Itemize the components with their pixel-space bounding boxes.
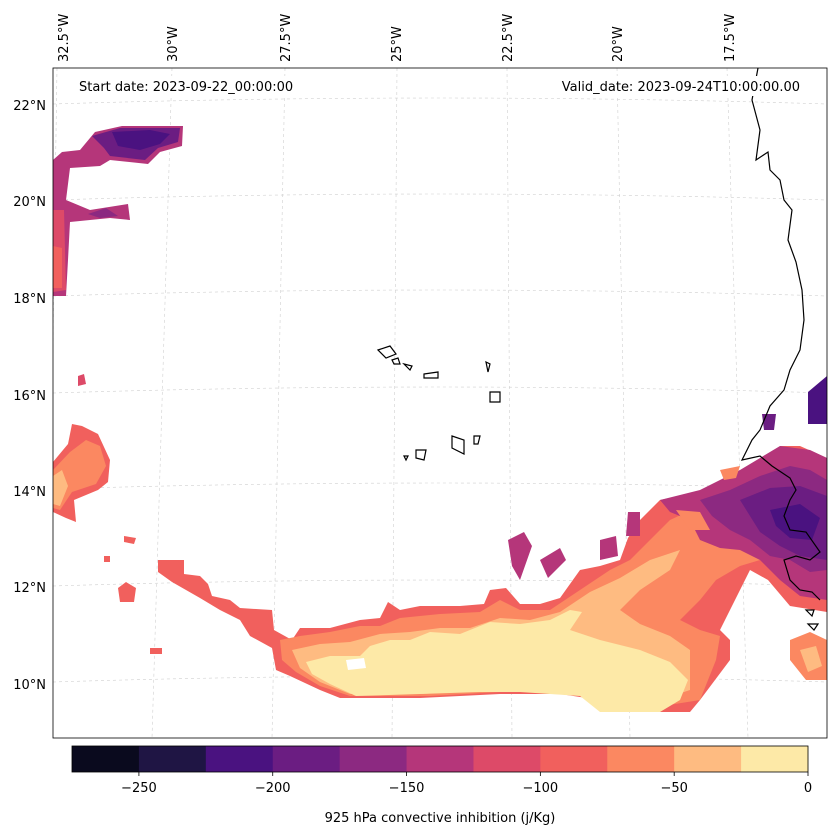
cin-contours-east (508, 376, 827, 680)
contour-nw-strip-lighter (53, 246, 62, 288)
colorbar-swatch (406, 746, 474, 772)
island-sao-vicente (391, 357, 401, 365)
lon-label: 25°W (390, 26, 405, 62)
start-date-label: Start date: 2023-09-22_00:00:00 (79, 80, 293, 95)
contour-east-dark (770, 504, 820, 540)
meridian-27-5w (271, 68, 286, 738)
africa-coast (740, 68, 821, 601)
island-sal (485, 360, 491, 373)
cin-contours-northwest (53, 126, 183, 296)
cin-contours-west (53, 374, 110, 522)
contour-south-pocket (346, 658, 366, 670)
lat-label: 20°N (13, 195, 46, 210)
lon-label: 30°W (166, 26, 181, 62)
contour-nw-spot (88, 208, 118, 218)
map-frame (52, 67, 828, 739)
colorbar-swatch (72, 746, 140, 772)
start-date-backdrop (74, 76, 314, 96)
colorbar-swatch (674, 746, 742, 772)
colorbar: −250 −200 −150 −100 −50 0 925 hPa convective … (71, 745, 812, 826)
contour-west-blob-inner (53, 440, 106, 510)
colorbar-swatch (272, 746, 341, 772)
lon-label: 27.5°W (279, 14, 294, 62)
colorbar-frame (71, 745, 809, 773)
lat-label: 22°N (13, 99, 46, 114)
colorbar-tick-label: −50 (660, 781, 687, 796)
lat-label: 16°N (13, 389, 46, 404)
island-fogo (415, 449, 427, 461)
lon-label: 32.5°W (57, 14, 72, 62)
island-bissagos-1 (804, 609, 815, 618)
island-small-1 (423, 371, 439, 379)
lat-label: 14°N (13, 485, 46, 500)
colorbar-swatch (741, 746, 809, 772)
lat-label: 10°N (13, 678, 46, 693)
meridian-17-5w (726, 68, 749, 738)
contour-east-light (800, 646, 822, 672)
parallel-10n (53, 675, 827, 683)
contour-nw-lobe-outer (53, 126, 183, 296)
colorbar-swatch (205, 746, 274, 772)
colorbar-tick-label: 0 (804, 781, 812, 796)
parallel-22n (53, 97, 827, 105)
parallel-18n (53, 289, 827, 297)
parallel-16n (53, 386, 827, 394)
lat-labels: 22°N 20°N 18°N 16°N 14°N 12°N 10°N (13, 99, 46, 693)
lon-label: 17.5°W (723, 14, 738, 62)
lon-label: 20°W (611, 26, 626, 62)
contour-west-dot (78, 374, 86, 386)
island-sao-nicolau (402, 362, 413, 372)
colorbar-ticks: −250 −200 −150 −100 −50 0 (121, 772, 812, 796)
island-maio (473, 435, 481, 445)
lon-label: 22.5°W (501, 14, 516, 62)
colorbar-tick-label: −100 (523, 781, 559, 796)
colorbar-swatch (473, 746, 541, 772)
coastlines (376, 68, 821, 631)
colorbar-tick-label: −150 (389, 781, 425, 796)
colorbar-swatch (540, 746, 608, 772)
colorbar-swatches (72, 746, 809, 772)
parallel-12n (53, 579, 827, 587)
island-santiago (451, 435, 465, 455)
parallel-14n (53, 482, 827, 490)
meridian-30w (151, 68, 173, 738)
contour-east-top (808, 376, 827, 424)
island-brava (403, 455, 409, 462)
cin-contours-south (104, 446, 827, 712)
colorbar-label: 925 hPa convective inhibition (j/Kg) (325, 811, 556, 826)
contour-nw-lobe-core (112, 130, 170, 150)
lat-label: 18°N (13, 292, 46, 307)
island-boa-vista (489, 391, 501, 403)
colorbar-swatch (607, 746, 675, 772)
colorbar-swatch (138, 746, 207, 772)
island-bissagos-2 (806, 623, 820, 631)
lon-labels: 32.5°W 30°W 27.5°W 25°W 22.5°W 20°W 17.5… (57, 14, 738, 62)
colorbar-tick-label: −250 (121, 781, 157, 796)
contour-west-blob-core (53, 470, 68, 506)
valid-date-backdrop (540, 76, 808, 96)
contour-east-small (508, 512, 640, 580)
contour-south-core (306, 610, 688, 712)
colorbar-tick-label: −200 (255, 781, 291, 796)
colorbar-swatch (339, 746, 408, 772)
contour-east-spot (762, 414, 776, 430)
island-santo-antao (376, 345, 397, 359)
parallel-20n (53, 193, 827, 201)
valid-date-label: Valid_date: 2023-09-24T10:00:00.00 (562, 80, 800, 95)
lat-label: 12°N (13, 581, 46, 596)
